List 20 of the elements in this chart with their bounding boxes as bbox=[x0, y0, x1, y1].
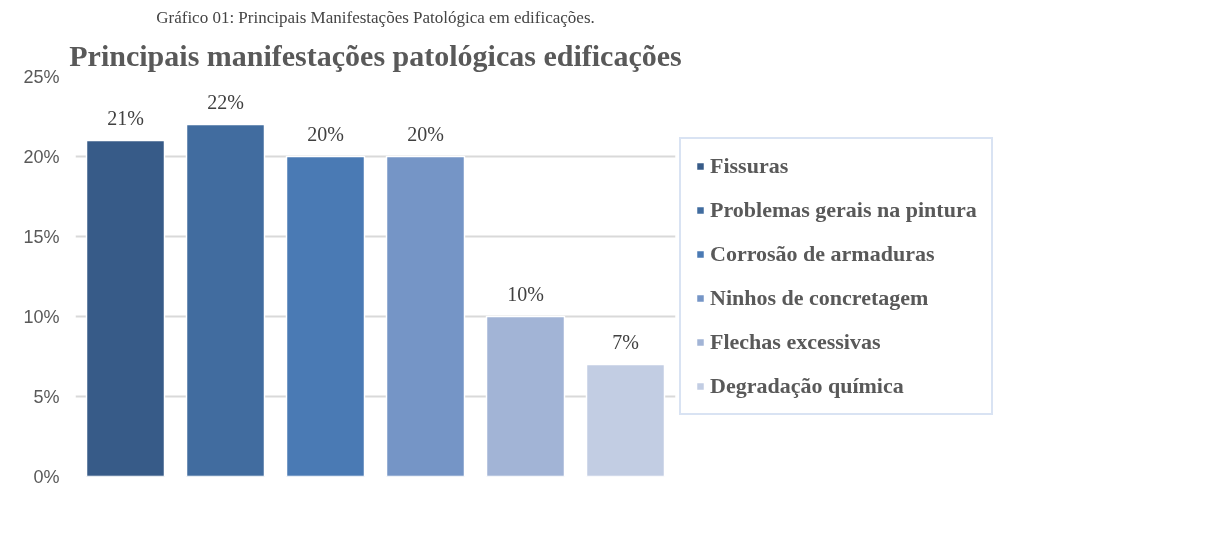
y-tick-label: 15% bbox=[23, 226, 60, 247]
legend-label: Flechas excessivas bbox=[710, 329, 881, 355]
legend-label: Degradação química bbox=[710, 373, 904, 399]
legend-label: Ninhos de concretagem bbox=[710, 285, 929, 311]
text: Gráfico 01: Principais Manifestações Patológica em edificações. bbox=[156, 7, 595, 27]
data-label: 22% bbox=[207, 90, 244, 113]
legend-label: Corrosão de armaduras bbox=[710, 241, 935, 267]
y-tick-label: 20% bbox=[23, 146, 60, 167]
data-label: 20% bbox=[307, 122, 344, 145]
y-tick-label: 25% bbox=[23, 66, 60, 87]
chart-title: Principais manifestações patológicas edificações bbox=[69, 38, 682, 72]
y-tick-label: 10% bbox=[23, 306, 60, 327]
data-label: 20% bbox=[407, 122, 444, 145]
legend-label: Problemas gerais na pintura bbox=[710, 197, 977, 223]
y-tick-label: 0% bbox=[33, 466, 60, 487]
y-tick-label: 5% bbox=[33, 386, 60, 407]
legend-label: Fissuras bbox=[710, 153, 789, 179]
data-label: 21% bbox=[107, 106, 144, 129]
data-label: 7% bbox=[612, 330, 639, 353]
data-label: 10% bbox=[507, 282, 544, 305]
